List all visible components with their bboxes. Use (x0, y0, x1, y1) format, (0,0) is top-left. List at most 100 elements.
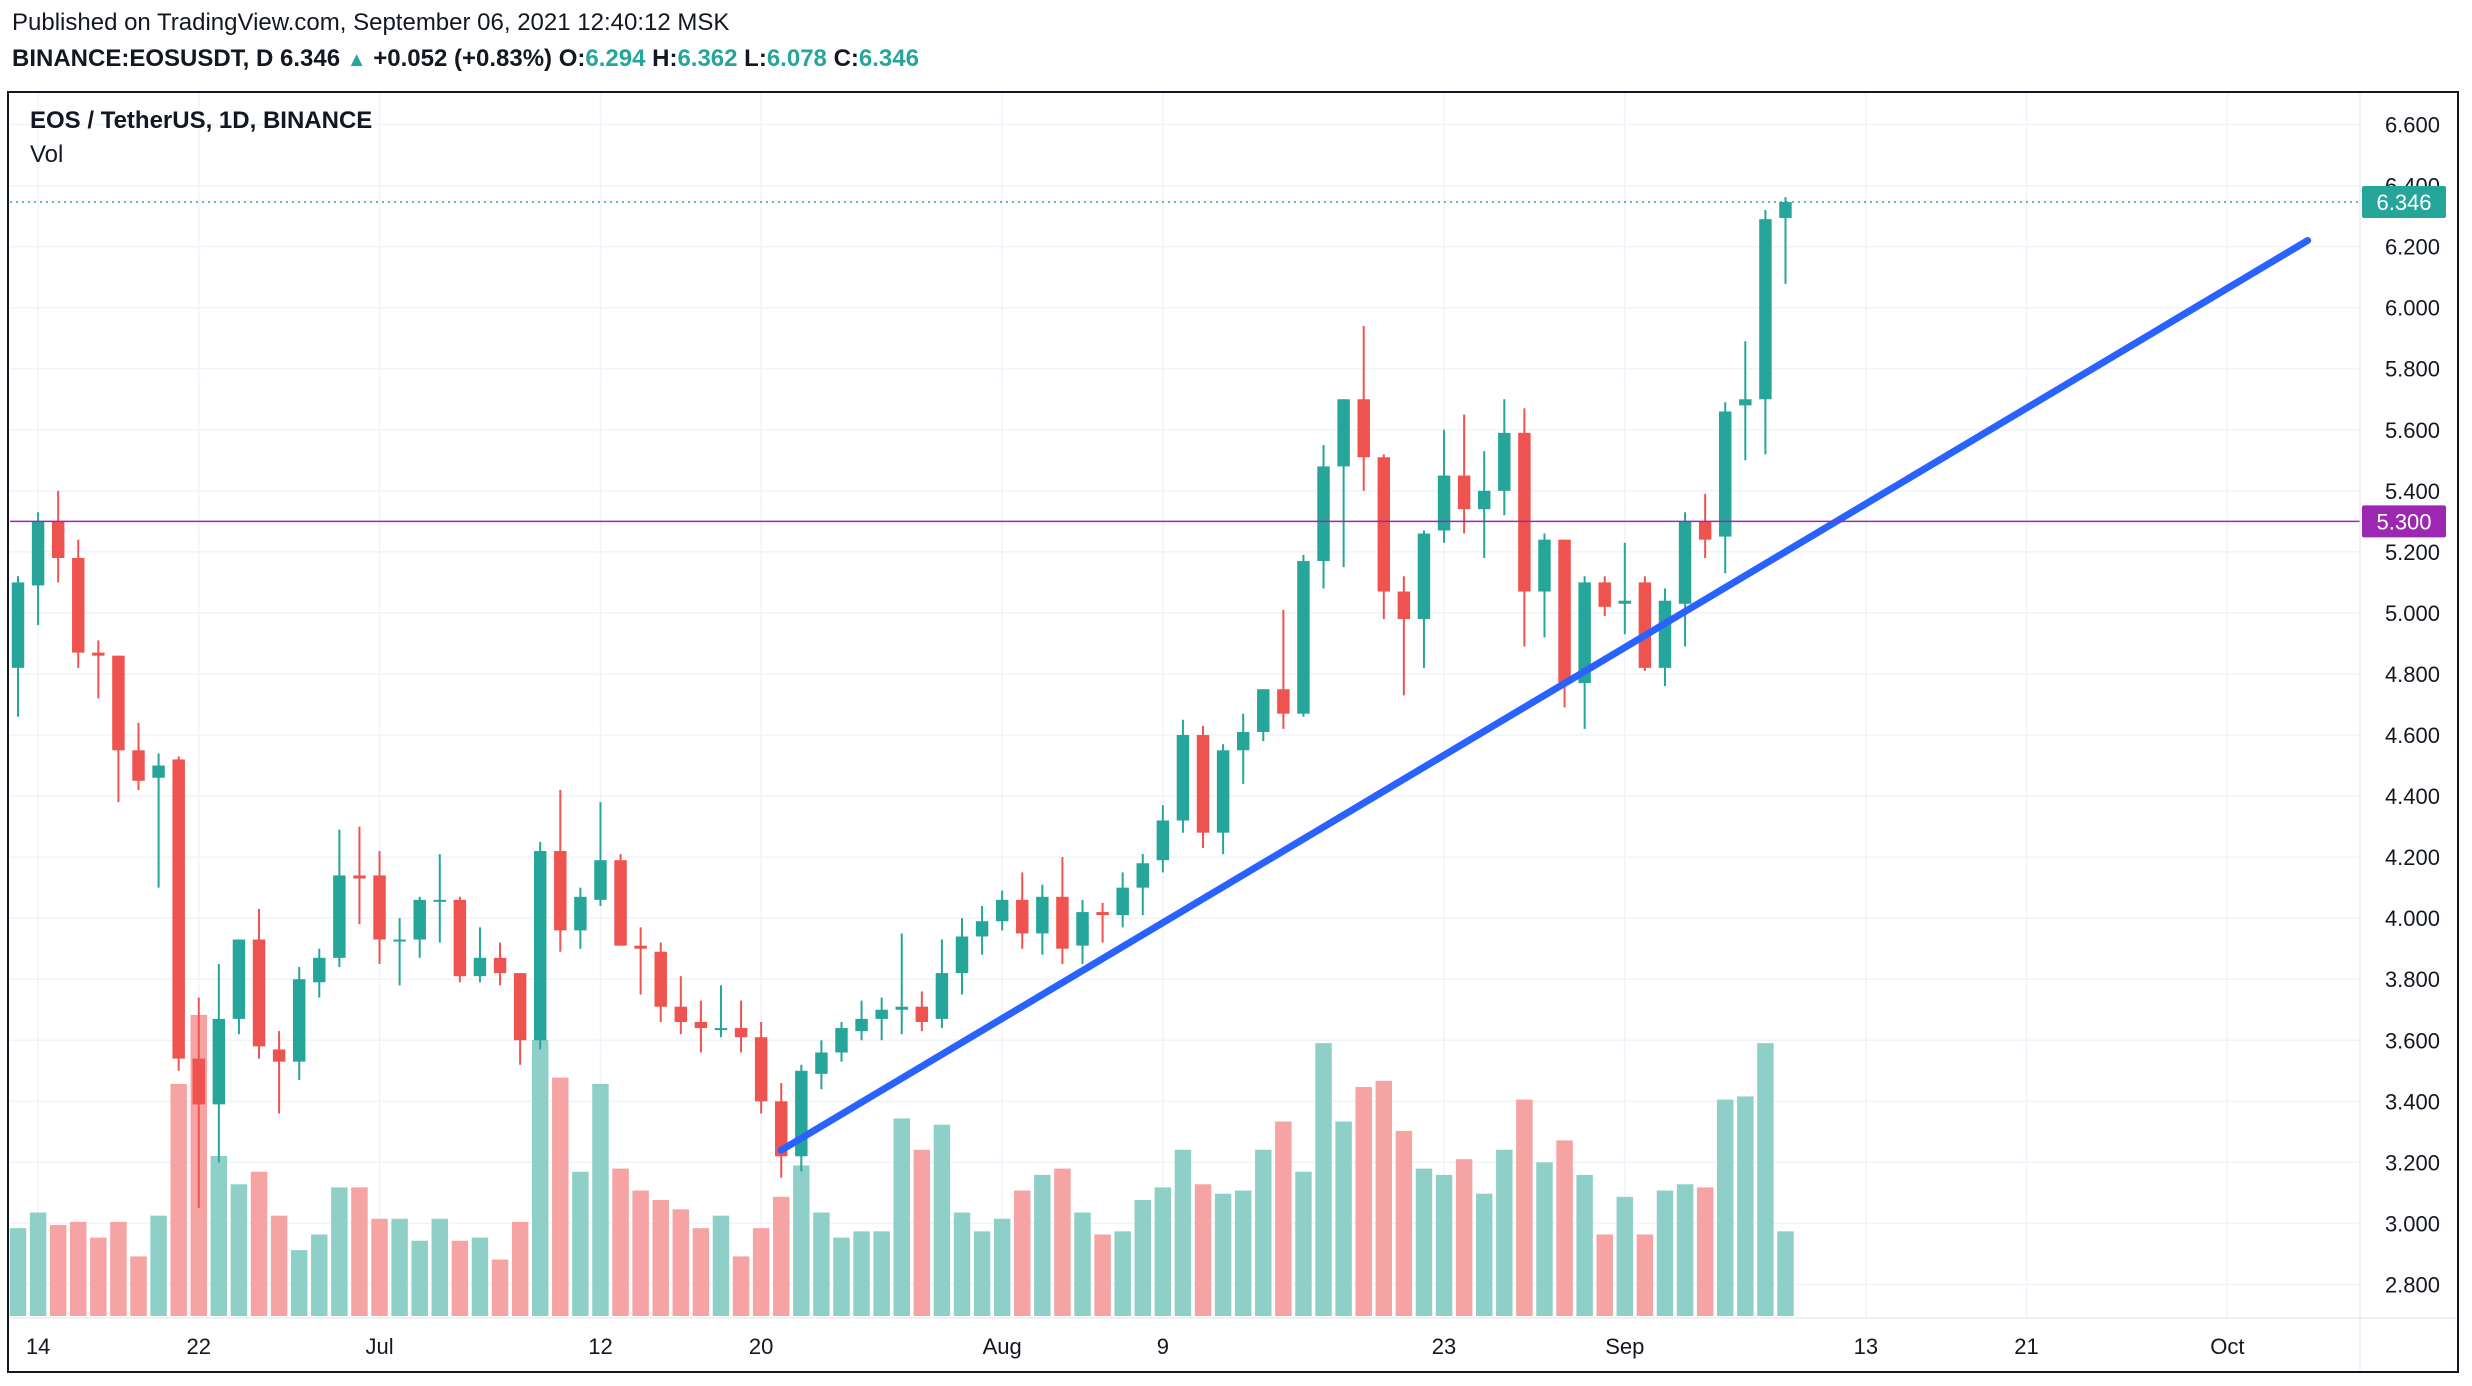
price-tick-label[interactable]: 3.600 (2385, 1028, 2440, 1053)
price-tick-label[interactable]: 6.000 (2385, 296, 2440, 321)
volume-bar (451, 1240, 469, 1316)
candle-body (353, 875, 366, 879)
price-tick-label[interactable]: 5.000 (2385, 601, 2440, 626)
volume-bar (491, 1259, 509, 1316)
time-tick-label[interactable]: Aug (983, 1334, 1022, 1359)
time-tick-label[interactable]: 9 (1157, 1334, 1169, 1359)
candle-body (835, 1028, 848, 1053)
volume-bar (511, 1221, 529, 1316)
candle-body (1076, 912, 1089, 946)
time-tick-label[interactable]: 14 (26, 1334, 50, 1359)
candle-body (1779, 202, 1792, 218)
volume-bar (1435, 1174, 1453, 1316)
volume-bar (1656, 1190, 1674, 1316)
candle-body (554, 851, 567, 931)
price-tick-label[interactable]: 4.400 (2385, 784, 2440, 809)
price-tick-label[interactable]: 4.800 (2385, 662, 2440, 687)
time-tick-label[interactable]: 13 (1854, 1334, 1878, 1359)
volume-bar (1255, 1149, 1272, 1316)
price-axis[interactable]: 2.800 3.000 3.200 3.400 3.600 3.800 4.000 4.200… (2359, 92, 2446, 1370)
volume-bar (170, 1083, 187, 1316)
price-tick-label[interactable]: 4.200 (2385, 845, 2440, 870)
price-tick-label[interactable]: 2.800 (2385, 1272, 2440, 1297)
price-tick-label[interactable]: 5.400 (2385, 479, 2440, 504)
candle-body (1658, 600, 1672, 668)
volume-bar (712, 1215, 730, 1316)
time-tick-label[interactable]: 22 (187, 1334, 211, 1359)
close-label: C: (833, 45, 859, 72)
price-tick-label[interactable]: 4.600 (2385, 723, 2440, 748)
candle-body (674, 1006, 688, 1022)
time-tick-label[interactable]: 20 (749, 1334, 773, 1359)
candle-body (915, 1006, 929, 1022)
symbol-label: BINANCE:EOSUSDT, D (12, 45, 274, 72)
volume-bar (9, 1228, 27, 1316)
volume-bar (1154, 1187, 1172, 1316)
candle-body (192, 1058, 205, 1105)
time-tick-label[interactable]: Sep (1605, 1334, 1644, 1359)
volume-bar (371, 1218, 388, 1316)
volume-bar (1214, 1193, 1232, 1316)
candle-body (815, 1052, 828, 1074)
volume-bar (1716, 1099, 1734, 1316)
candle-body (775, 1101, 788, 1157)
price-tick-label[interactable]: 3.800 (2385, 967, 2440, 992)
volume-bar (793, 1165, 810, 1316)
volume-bar (552, 1077, 569, 1316)
volume-bar (632, 1190, 649, 1316)
price-tick-label[interactable]: 3.200 (2385, 1150, 2440, 1175)
published-line: Published on TradingView.com, September … (12, 8, 729, 38)
volume-bar (130, 1256, 147, 1316)
volume-bar (49, 1225, 67, 1316)
candle-body (875, 1009, 888, 1019)
candle-body (895, 1006, 908, 1010)
drawings[interactable] (10, 201, 2360, 1154)
price-tick-label[interactable]: 6.200 (2385, 235, 2440, 260)
volume-bar (29, 1212, 47, 1316)
volume-bar (1415, 1168, 1433, 1316)
price-tick-label[interactable]: 5.200 (2385, 540, 2440, 565)
candle-body (1578, 582, 1591, 684)
volume-bar (531, 1040, 549, 1316)
volume-bar (210, 1156, 228, 1316)
volume-bar (150, 1215, 167, 1316)
price-tick-label[interactable]: 5.800 (2385, 357, 2440, 382)
volume-bar (1074, 1212, 1091, 1316)
price-tick-label[interactable]: 5.600 (2385, 418, 2440, 443)
candle-body (252, 939, 266, 1047)
candle-body (473, 957, 487, 977)
last-price-tag[interactable] (2362, 186, 2446, 219)
candle-body (1477, 490, 1491, 510)
time-tick-label[interactable]: 21 (2014, 1334, 2038, 1359)
time-tick-label[interactable]: 12 (588, 1334, 612, 1359)
candle-body (212, 1018, 226, 1105)
time-axis[interactable]: 14 22 Jul 12 20 Aug 9 23 Sep 13 21 Oct (10, 1317, 2456, 1359)
volume-bar (1134, 1199, 1152, 1316)
candle-body (1719, 411, 1732, 537)
volume-bar (732, 1256, 750, 1316)
price-tick-label[interactable]: 3.000 (2385, 1211, 2440, 1236)
price-tick-label[interactable]: 3.400 (2385, 1089, 2440, 1114)
candle-body (1136, 863, 1149, 888)
support-trend-line[interactable] (777, 237, 2312, 1154)
volume-bar (411, 1240, 428, 1316)
candle-body (272, 1049, 286, 1062)
candle-body (654, 951, 667, 1007)
candle-body (855, 1018, 868, 1032)
candle-body (1698, 521, 1712, 540)
time-tick-label[interactable]: Jul (365, 1334, 393, 1359)
level-price-tag[interactable] (2362, 505, 2446, 538)
time-tick-label[interactable]: 23 (1432, 1334, 1456, 1359)
candle-body (92, 652, 105, 656)
candle-body (1236, 731, 1250, 751)
candle-body (11, 582, 25, 668)
time-tick-label[interactable]: Oct (2210, 1334, 2244, 1359)
price-tick-label[interactable]: 6.600 (2385, 113, 2440, 138)
candle-body (1176, 735, 1190, 821)
volume-bar (250, 1171, 268, 1316)
price-tick-label[interactable]: 4.000 (2385, 906, 2440, 931)
volume-bar (893, 1118, 910, 1316)
candle-body (594, 860, 607, 900)
candle-body (313, 957, 326, 983)
